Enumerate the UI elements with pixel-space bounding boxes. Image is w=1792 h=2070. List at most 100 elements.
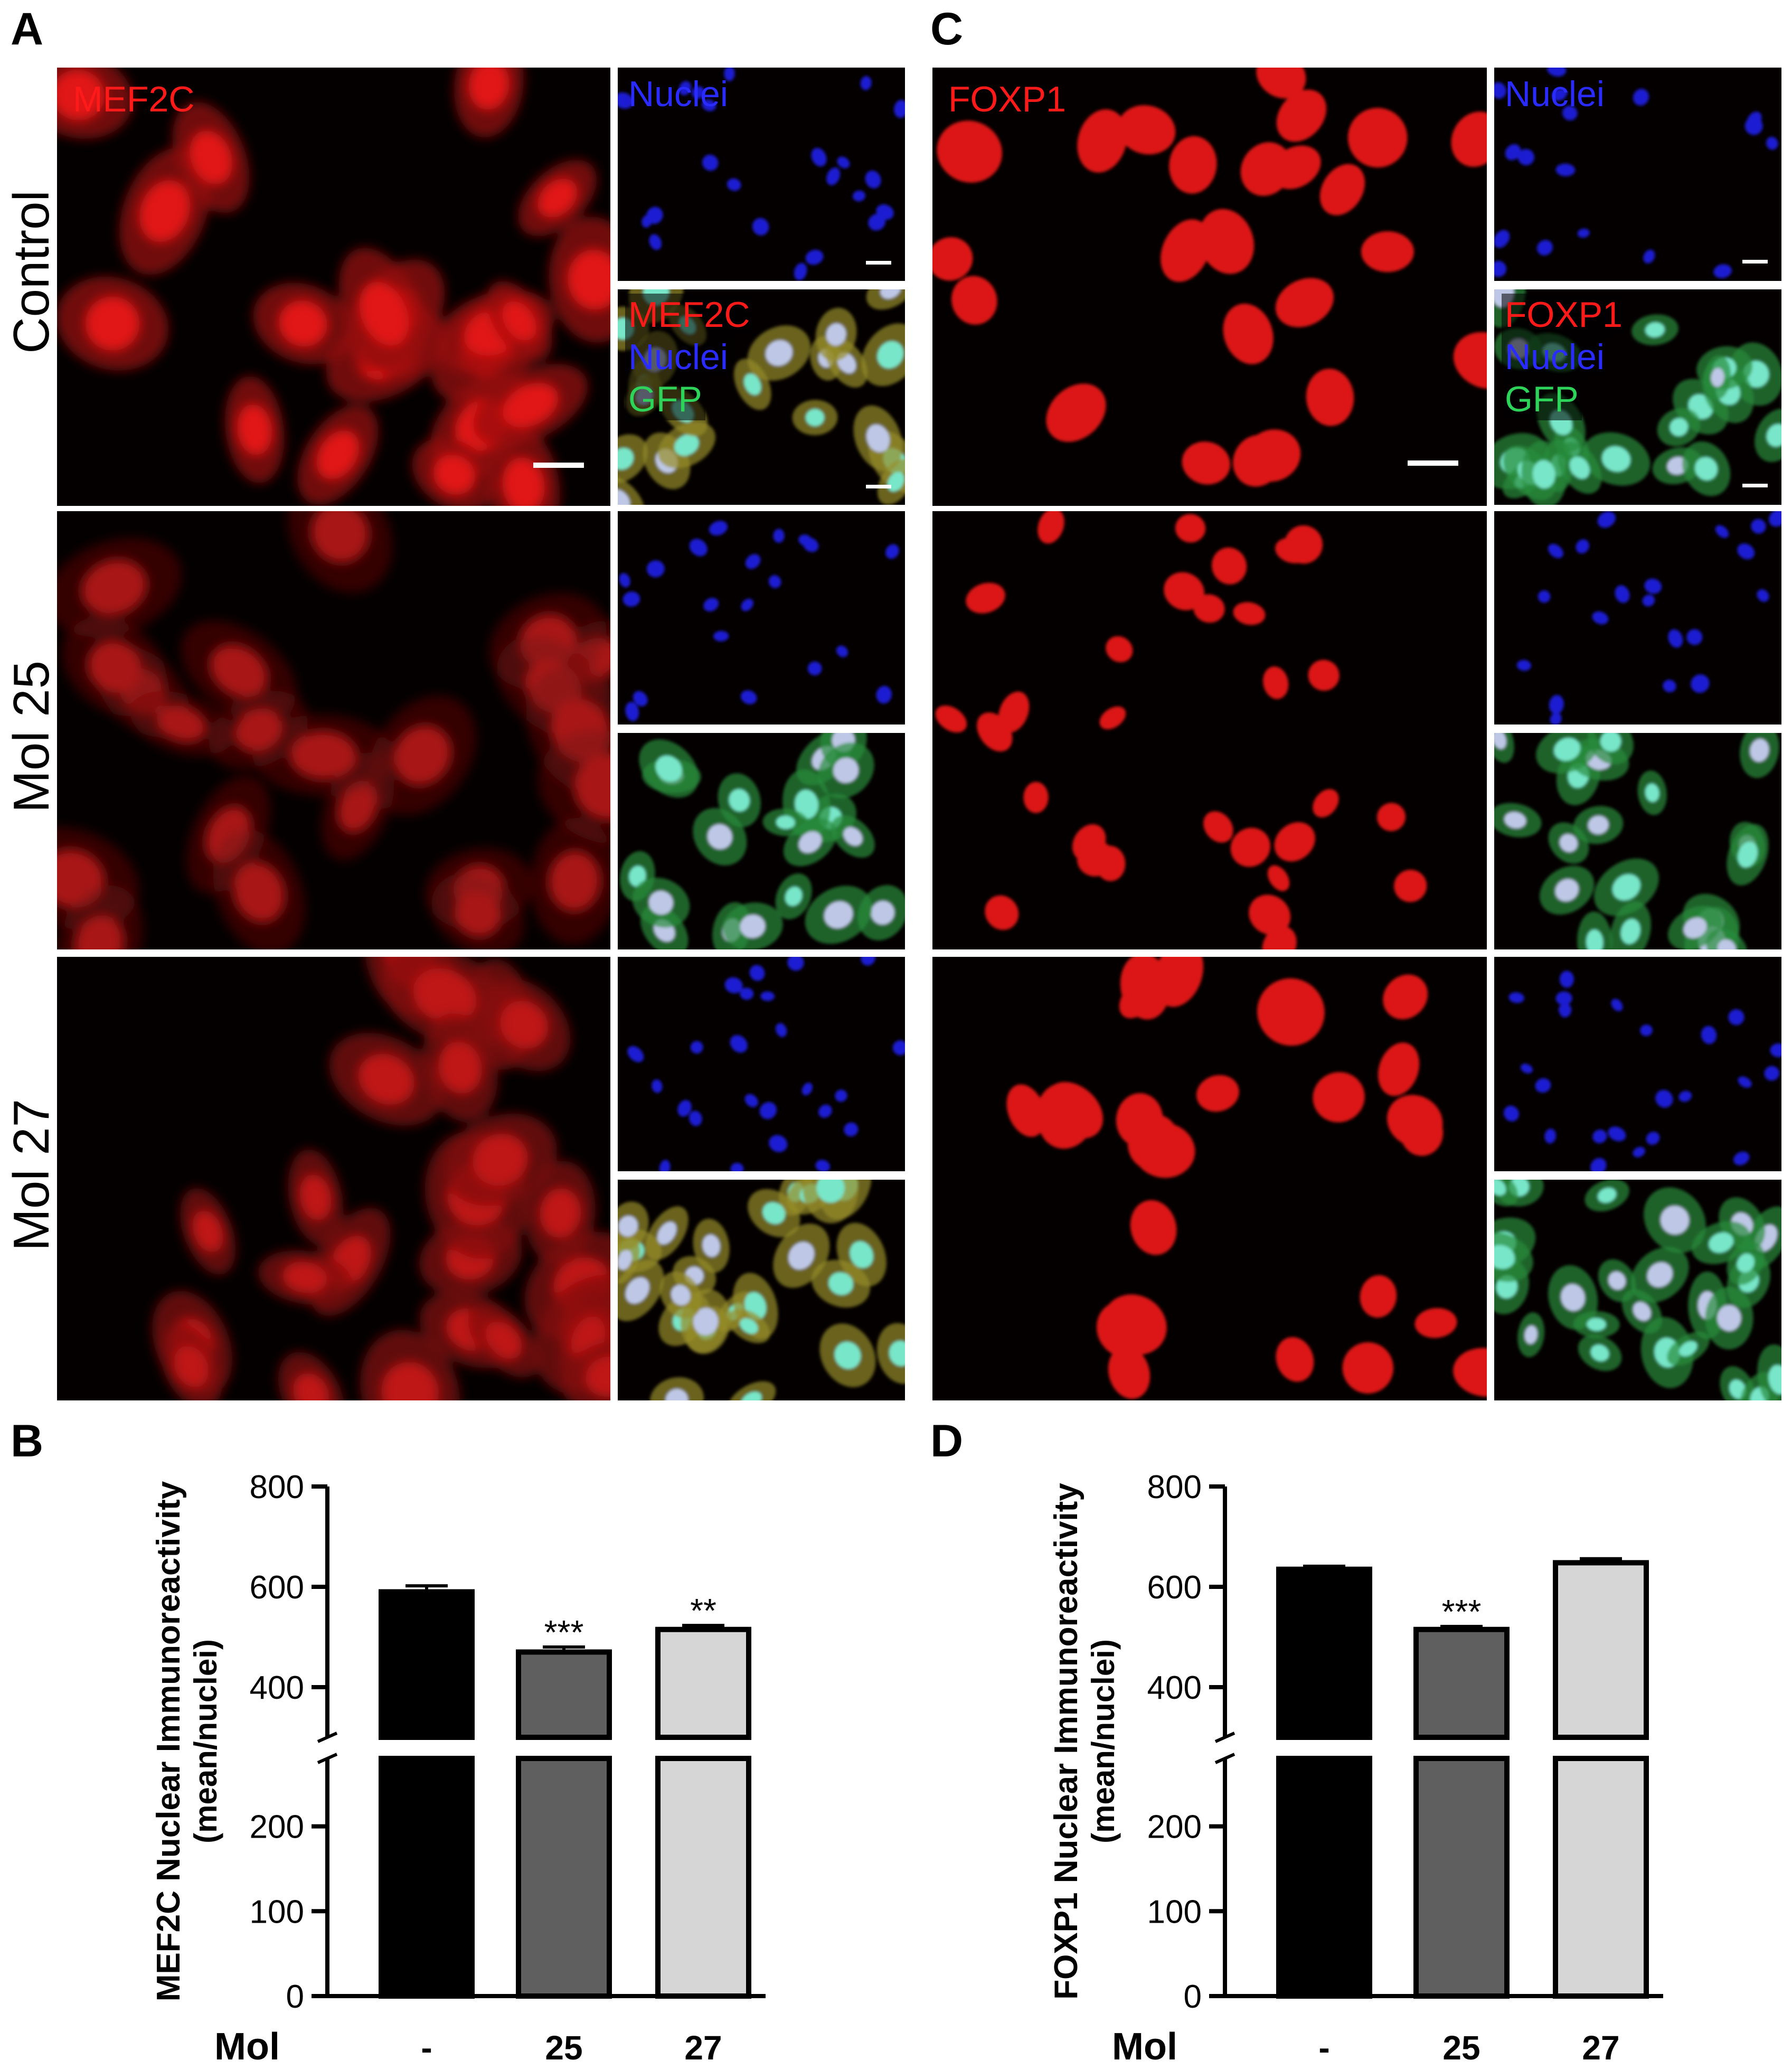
y-tick-label: 200 — [1147, 1809, 1202, 1846]
y-tick-label: 100 — [1147, 1894, 1202, 1930]
significance-marker: *** — [1442, 1593, 1482, 1631]
micrograph-image — [618, 1180, 905, 1400]
merge-label-nuclei: Nuclei — [1502, 336, 1608, 378]
panel-letter-c: C — [930, 4, 964, 54]
foxp1-label: FOXP1 — [948, 79, 1066, 119]
x-axis-label: Mol — [214, 2026, 280, 2065]
bar-upper — [655, 1626, 751, 1740]
y-axis-label-line: MEF2C Nuclear Immunoreactivity — [150, 1481, 187, 2001]
bar-break-gap — [514, 1740, 614, 1755]
micrograph-image — [1494, 289, 1781, 505]
bar-break-gap — [1275, 1740, 1374, 1755]
y-tick-label: 100 — [250, 1894, 304, 1930]
y-tick-label: 800 — [250, 1469, 304, 1506]
x-tick-label: 25 — [545, 2029, 582, 2065]
scale-bar — [1408, 460, 1458, 466]
bar-upper — [1553, 1560, 1649, 1740]
x-tick-label: - — [1318, 2029, 1329, 2065]
x-tick-label: 27 — [1582, 2029, 1619, 2065]
merge-label-gfp: GFP — [1502, 378, 1582, 420]
micrograph-nuclei-a-control: Nuclei — [618, 68, 905, 281]
micrograph-image — [619, 733, 905, 949]
bar-lower — [379, 1756, 475, 1999]
merge-label-mef2c: MEF2C — [625, 294, 753, 336]
micrograph-image — [1516, 511, 1781, 724]
micrograph-nuclei-c-control: Nuclei — [1494, 68, 1781, 281]
x-tick-label: - — [421, 2029, 432, 2065]
y-tick-label: 600 — [1147, 1569, 1202, 1606]
nuclei-label: Nuclei — [628, 74, 728, 114]
row-label-control: Control — [3, 190, 60, 354]
micrograph-mef2c-control: MEF2C — [57, 68, 610, 506]
bar-upper — [379, 1589, 475, 1740]
micrograph-nuclei-c-mol25 — [1494, 511, 1781, 724]
micrograph-mef2c-mol25 — [57, 511, 610, 949]
significance-marker: *** — [544, 1613, 584, 1651]
micrograph-image — [932, 68, 1487, 487]
bar-lower — [1553, 1756, 1649, 1999]
nuclei-label: Nuclei — [1505, 74, 1605, 114]
axis-break-mark — [1214, 1753, 1235, 1764]
micrograph-merge-c-mol25 — [1494, 733, 1781, 949]
mef2c-label: MEF2C — [73, 79, 195, 119]
y-axis-label-line: (mean/nuclei) — [1086, 1639, 1121, 1843]
micrograph-foxp1-control: FOXP1 — [932, 68, 1487, 506]
micrograph-foxp1-mol25 — [932, 511, 1487, 949]
micrograph-image — [618, 68, 905, 281]
micrograph-image — [57, 68, 610, 506]
merge-label-gfp: GFP — [625, 378, 705, 420]
y-tick-label: 600 — [250, 1569, 304, 1606]
x-tick-label: 25 — [1442, 2029, 1480, 2065]
scale-bar — [866, 261, 891, 265]
scale-bar — [533, 463, 584, 468]
panel-letter-a: A — [11, 4, 44, 54]
axis-break-mark — [317, 1753, 338, 1764]
micrograph-merge-c-control: FOXP1 Nuclei GFP — [1494, 289, 1781, 505]
micrograph-nuclei-a-mol27 — [618, 957, 905, 1171]
micrograph-image — [152, 957, 610, 1400]
bar-lower — [655, 1756, 751, 1999]
bar-break-gap — [377, 1740, 476, 1755]
merge-label-foxp1: FOXP1 — [1502, 294, 1626, 336]
micrograph-merge-c-mol27 — [1494, 1180, 1781, 1400]
panel-letter-d: D — [930, 1416, 964, 1466]
bar-lower — [516, 1756, 612, 1999]
axis-break-mark — [317, 1732, 338, 1743]
micrograph-image — [57, 511, 610, 949]
bar-break-gap — [1551, 1740, 1650, 1755]
micrograph-image — [627, 957, 905, 1171]
micrograph-merge-a-mol25 — [618, 733, 905, 949]
bar-break-gap — [1412, 1740, 1511, 1755]
y-axis-label-line: (mean/nuclei) — [188, 1639, 223, 1843]
micrograph-image — [619, 521, 899, 721]
micrograph-nuclei-a-mol25 — [618, 511, 905, 724]
bar-lower — [1276, 1756, 1372, 1999]
micrograph-foxp1-mol27 — [932, 957, 1487, 1400]
y-axis-label-line: FOXP1 Nuclear Immunoreactivity — [1048, 1483, 1084, 2000]
scale-bar — [1742, 484, 1768, 487]
bar-break-gap — [654, 1740, 753, 1755]
micrograph-image — [935, 511, 1427, 949]
micrograph-image — [1006, 957, 1487, 1399]
micrograph-merge-a-control: MEF2C Nuclei GFP — [618, 289, 905, 505]
bar-chart-foxp1: FOXP1 Nuclear Immunoreactivity (mean/nucl… — [1048, 1469, 1663, 2065]
micrograph-merge-a-mol27 — [618, 1180, 905, 1400]
bar-upper — [516, 1649, 612, 1740]
bar-lower — [1413, 1756, 1510, 1999]
merge-label-nuclei: Nuclei — [625, 336, 731, 378]
row-label-mol25: Mol 25 — [3, 660, 60, 813]
micrograph-image — [1503, 971, 1781, 1171]
micrograph-image — [1494, 733, 1779, 949]
y-tick-label: 0 — [1184, 1979, 1202, 2015]
y-tick-label: 200 — [250, 1809, 304, 1846]
y-tick-label: 800 — [1147, 1469, 1202, 1506]
micrograph-image — [1494, 1180, 1781, 1400]
significance-marker: ** — [690, 1592, 716, 1630]
bar-upper — [1413, 1626, 1510, 1740]
y-tick-label: 400 — [1147, 1670, 1202, 1706]
x-axis-label: Mol — [1112, 2026, 1177, 2065]
y-tick-label: 0 — [286, 1979, 304, 2015]
row-label-mol27: Mol 27 — [3, 1098, 60, 1252]
micrograph-nuclei-c-mol27 — [1494, 957, 1781, 1171]
scale-bar — [1742, 260, 1768, 264]
